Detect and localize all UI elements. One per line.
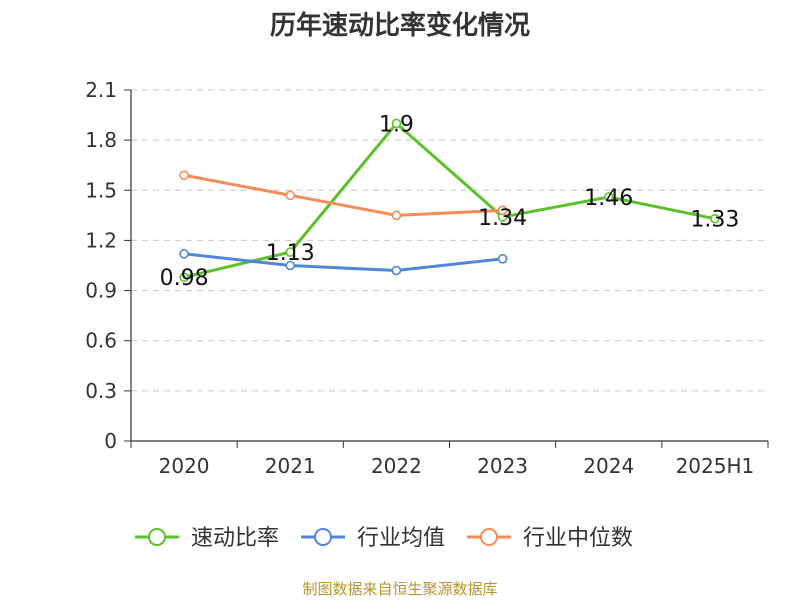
series-line [183, 121, 716, 279]
data-point [285, 190, 296, 201]
data-point [497, 205, 508, 216]
data-point [603, 192, 614, 202]
x-tick-label: 2023 [477, 454, 528, 478]
data-point [710, 213, 720, 224]
data-label: 1.9 [379, 112, 414, 137]
legend-item[interactable]: 行业均值 [301, 526, 445, 551]
grid-lines [131, 89, 768, 392]
chart-title: 历年速动比率变化情况 [270, 10, 530, 41]
y-tick-label: 0.9 [85, 279, 117, 303]
data-label: 1.34 [478, 206, 527, 231]
data-label: 1.13 [266, 241, 315, 266]
data-point [391, 118, 402, 129]
series-0 [179, 118, 720, 283]
y-tick-label: 0 [104, 429, 117, 453]
series-1 [179, 249, 508, 276]
y-tick-label: 1.8 [85, 128, 117, 152]
legend-label: 行业中位数 [523, 526, 633, 551]
y-tick-label: 0.6 [85, 329, 117, 353]
series-line [183, 252, 503, 273]
data-label: 1.33 [690, 208, 739, 233]
legend-label: 速动比率 [191, 526, 279, 551]
series-line [183, 173, 503, 217]
legend-marker [480, 528, 498, 546]
x-tick-label: 2021 [265, 454, 316, 478]
data-labels: 0.98 1.13 1.9 1.34 1.46 1.33 [160, 112, 740, 291]
legend-label: 行业均值 [357, 526, 445, 551]
y-tick-label: 1.5 [85, 178, 117, 202]
x-tick-label: 2024 [583, 454, 634, 478]
data-point [391, 265, 402, 276]
series-layer [179, 118, 720, 283]
data-point [285, 247, 296, 257]
legend-marker [148, 528, 166, 546]
x-tick-label: 2022 [371, 454, 422, 478]
series-2 [179, 170, 508, 221]
source-footer: 制图数据来自恒生聚源数据库 [302, 580, 498, 598]
axes: 0 0.3 0.6 0.9 1.2 1.5 1.8 2.1 2020 2021 2022 2023 20… [85, 78, 769, 478]
legend: 速动比率 行业均值 行业中位数 [135, 526, 633, 551]
legend-marker [314, 528, 332, 546]
legend-item[interactable]: 行业中位数 [467, 526, 633, 551]
x-tick-label: 2025H1 [676, 454, 755, 478]
y-tick-label: 0.3 [85, 379, 117, 403]
data-label: 0.98 [160, 266, 209, 291]
y-tick-label: 2.1 [85, 78, 117, 102]
legend-item[interactable]: 速动比率 [135, 526, 279, 551]
data-label: 1.46 [584, 186, 633, 211]
data-point [179, 170, 189, 181]
x-tick-label: 2020 [159, 454, 210, 478]
data-point [391, 210, 402, 221]
data-point [179, 272, 189, 283]
y-tick-label: 1.2 [85, 228, 117, 252]
data-point [497, 254, 508, 264]
data-point [179, 249, 189, 259]
data-point [285, 260, 296, 271]
